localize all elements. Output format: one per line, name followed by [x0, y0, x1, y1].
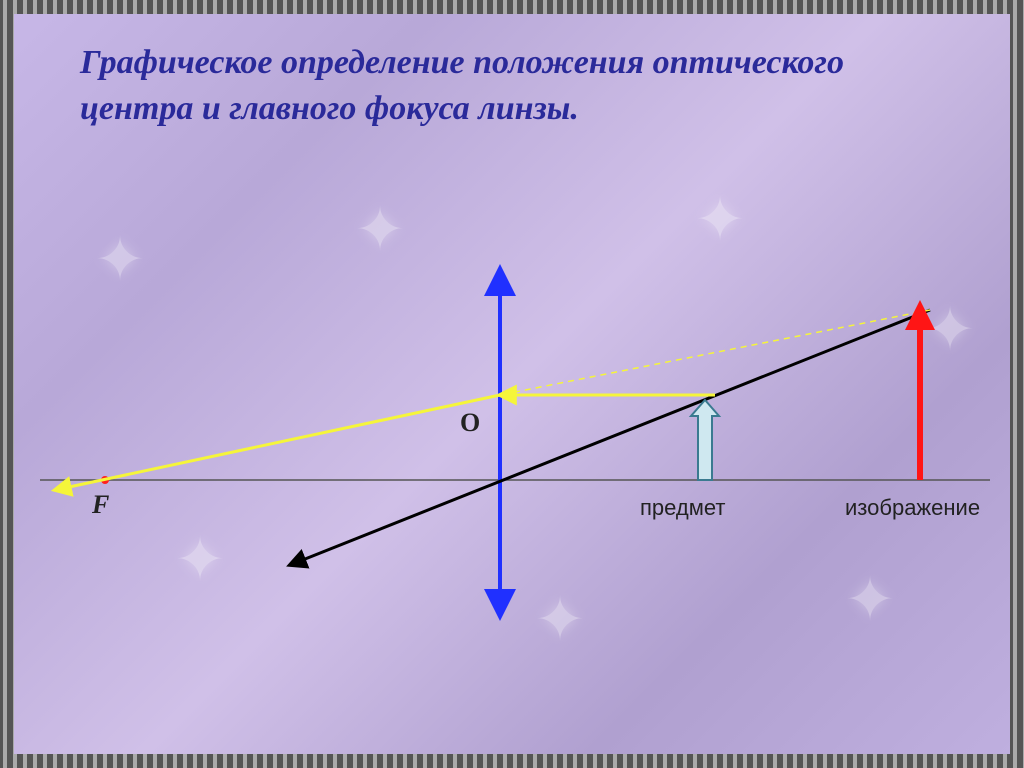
object-label: предмет [640, 495, 725, 521]
image-label: изображение [845, 495, 980, 521]
optical-center-label: O [460, 408, 480, 438]
optics-diagram [0, 0, 1024, 768]
focus-label: F [92, 490, 109, 520]
